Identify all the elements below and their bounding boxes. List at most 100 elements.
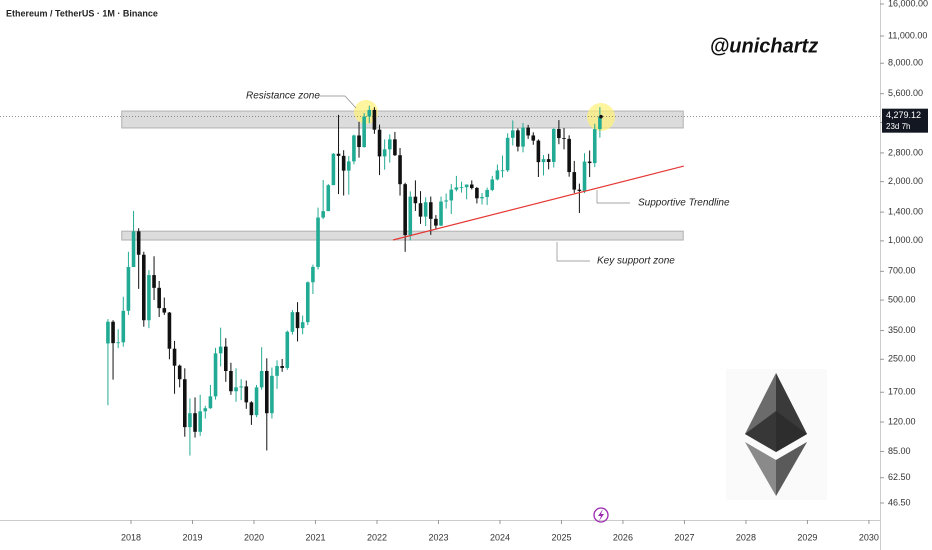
candle-body [141, 254, 146, 321]
x-tick-label: 2018 [121, 532, 141, 542]
zone [121, 230, 684, 241]
candle-body [485, 189, 489, 198]
candle-body [264, 370, 269, 414]
x-tick-label: 2022 [367, 532, 387, 542]
candle-body [321, 211, 325, 218]
candle-body [147, 275, 151, 321]
candle-body [562, 138, 566, 139]
candle-body [331, 153, 336, 186]
candle-body [326, 185, 331, 212]
y-tick-label: 46.50 [888, 497, 911, 507]
candle-body [346, 161, 351, 171]
y-tick-label: 5,600.00 [888, 88, 923, 98]
current-dot [599, 114, 603, 119]
header: Ethereum / TetherUS · 1M · Binance [6, 8, 158, 18]
y-tick-label: 350.00 [888, 325, 916, 335]
candle-body [449, 189, 454, 201]
candle-body [403, 184, 407, 236]
x-tick-label: 2020 [244, 532, 264, 542]
candle-body [111, 321, 115, 344]
candle-body [536, 140, 541, 163]
annotation-arrow [556, 242, 590, 262]
candle-body [311, 266, 315, 283]
candle-body [259, 370, 264, 388]
y-tick-label: 16,000.00 [888, 0, 928, 8]
candle-body [126, 267, 131, 311]
candle-body [490, 179, 495, 190]
candle-body [408, 196, 413, 236]
candle-body [198, 411, 202, 432]
annotation: Supportive Trendline [638, 198, 730, 209]
candle-body [521, 127, 525, 147]
candle-body [290, 312, 295, 332]
candle-body [459, 187, 464, 189]
candle-body [218, 346, 223, 354]
candle-body [249, 402, 254, 416]
candle-body [239, 386, 243, 388]
candle-body [116, 342, 120, 344]
candle-body [454, 187, 459, 190]
candle-body [439, 201, 443, 226]
lightning-icon [593, 507, 609, 523]
highlight [354, 100, 378, 124]
price-label-box [882, 108, 928, 133]
x-tick-label: 2025 [551, 532, 571, 542]
candle-body [341, 155, 346, 171]
y-tick-label: 85.00 [888, 446, 911, 456]
candle-body [121, 310, 126, 343]
y-tick-label: 170.00 [888, 387, 916, 397]
candle-body [270, 375, 274, 414]
y-tick-label: 500.00 [888, 294, 916, 304]
candle-body [300, 322, 305, 329]
candle-body [203, 408, 208, 412]
candle-body [229, 370, 233, 392]
price-label: 4,279.12 [886, 110, 921, 120]
annotation: Resistance zone [246, 91, 320, 102]
x-tick-label: 2023 [428, 532, 448, 542]
y-tick-label: 11,000.00 [888, 30, 927, 40]
candle-body [546, 159, 551, 162]
candle-body [213, 353, 218, 397]
eth-logo [726, 369, 827, 500]
y-tick-label: 250.00 [888, 354, 916, 364]
candle-body [475, 187, 479, 199]
candle-body [393, 139, 397, 156]
candle-body [362, 116, 366, 148]
candle-body [336, 153, 341, 156]
candle-body [387, 139, 392, 150]
candle-body [582, 161, 587, 191]
candle-body [280, 366, 284, 368]
trendline [392, 165, 684, 241]
x-tick-label: 2026 [613, 532, 633, 542]
candle-body [464, 184, 469, 188]
candle-body [295, 312, 300, 329]
candle-body [428, 202, 433, 219]
candle-body [167, 312, 172, 349]
candle-body [598, 116, 602, 130]
candle-body [177, 365, 182, 380]
candle-body [157, 287, 161, 309]
candle-body [592, 129, 597, 164]
y-tick-label: 62.50 [888, 472, 911, 482]
candle-body [382, 149, 387, 157]
x-tick-label: 2028 [736, 532, 756, 542]
candle-body [234, 387, 238, 392]
x-tick-label: 2029 [797, 532, 817, 542]
candle-body [182, 379, 187, 428]
candle-body [587, 161, 592, 164]
candle-body [131, 231, 136, 268]
candle-body [208, 396, 213, 409]
x-tick-label: 2021 [305, 532, 325, 542]
candle-body [106, 321, 110, 344]
annotation-arrow [596, 190, 630, 204]
y-tick-label: 8,000.00 [888, 58, 923, 68]
y-tick-label: 2,000.00 [888, 176, 923, 186]
annotation: Key support zone [597, 256, 675, 267]
x-tick-label: 2027 [674, 532, 694, 542]
candle-body [193, 413, 197, 432]
countdown: 23d 7h [886, 122, 910, 131]
candle-body [516, 130, 520, 147]
candle-body [434, 218, 438, 226]
candle-body [505, 137, 510, 171]
